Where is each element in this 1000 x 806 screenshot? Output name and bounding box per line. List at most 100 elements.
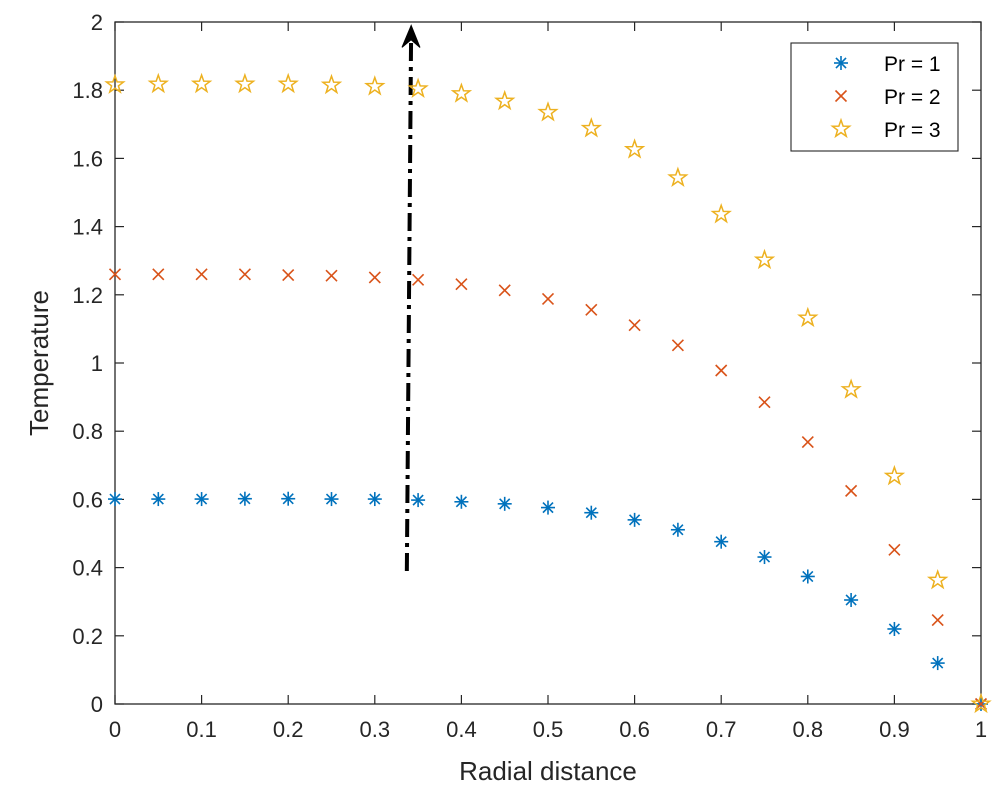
data-point xyxy=(497,496,512,511)
legend-marker xyxy=(830,117,852,139)
data-point xyxy=(104,73,126,94)
data-point xyxy=(368,271,381,284)
y-tick-label: 1.4 xyxy=(72,215,103,240)
data-point xyxy=(930,656,945,671)
data-point xyxy=(844,592,859,607)
x-tick-label: 0 xyxy=(109,717,121,742)
data-point xyxy=(671,339,684,352)
data-point xyxy=(320,73,343,95)
data-point xyxy=(670,522,685,537)
data-point xyxy=(667,166,689,187)
data-point xyxy=(234,72,256,94)
data-point xyxy=(147,72,170,94)
y-tick-label: 0.2 xyxy=(72,624,103,649)
legend-item: Pr = 1 xyxy=(834,53,941,76)
series-2 xyxy=(108,268,988,711)
x-axis-title: Radial distance xyxy=(459,756,637,786)
legend-item: Pr = 2 xyxy=(834,86,941,109)
data-point xyxy=(883,464,906,486)
data-point xyxy=(455,278,468,291)
y-tick-labels: 0 0.2 0.4 0.6 0.8 1 1.2 1.4 1.6 1.8 2 xyxy=(72,10,103,717)
axes xyxy=(114,21,982,705)
legend-marker xyxy=(834,89,848,103)
y-tick-label: 0.4 xyxy=(72,556,103,581)
x-tick-label: 0.5 xyxy=(533,717,564,742)
y-tick-label: 0.6 xyxy=(72,487,103,512)
data-point xyxy=(845,484,858,497)
legend-marker xyxy=(834,56,848,70)
data-point xyxy=(498,284,511,297)
data-point xyxy=(715,364,728,377)
y-tick-label: 1.8 xyxy=(72,78,103,103)
data-point xyxy=(801,436,814,449)
x-tick-label: 0.2 xyxy=(273,717,304,742)
data-point xyxy=(151,492,166,507)
data-point xyxy=(407,77,429,98)
data-point xyxy=(585,303,598,316)
data-point xyxy=(277,72,299,94)
x-tick-label: 0.9 xyxy=(879,717,910,742)
data-point xyxy=(108,492,122,507)
data-point xyxy=(282,268,295,282)
legend-label: Pr = 3 xyxy=(884,119,941,142)
data-point xyxy=(628,319,641,332)
data-series xyxy=(104,72,992,714)
data-point xyxy=(450,82,473,103)
data-point xyxy=(108,268,122,281)
y-tick-label: 0 xyxy=(91,692,103,717)
legend-label: Pr = 1 xyxy=(884,53,941,76)
data-point xyxy=(840,378,862,399)
data-point xyxy=(238,268,251,281)
x-tick-label: 0.3 xyxy=(360,717,391,742)
data-point xyxy=(493,89,516,111)
series-1 xyxy=(108,491,988,711)
y-axis-title: Temperature xyxy=(24,290,54,436)
data-point xyxy=(367,492,382,507)
data-point xyxy=(757,550,772,565)
data-point xyxy=(364,75,386,96)
x-tick-label: 0.8 xyxy=(793,717,824,742)
x-tick-label: 0.7 xyxy=(706,717,737,742)
data-point xyxy=(412,273,425,286)
legend-item: Pr = 3 xyxy=(830,117,941,142)
data-point xyxy=(325,269,338,282)
y-tick-label: 1 xyxy=(91,351,103,376)
data-point xyxy=(931,614,944,627)
y-tick-label: 2 xyxy=(91,10,103,35)
data-point xyxy=(190,72,213,94)
arrow-shaft xyxy=(404,39,414,572)
data-point xyxy=(237,491,252,506)
y-tick-label: 0.8 xyxy=(72,419,103,444)
data-point xyxy=(194,492,209,507)
legend-label: Pr = 2 xyxy=(884,86,941,109)
legend-box xyxy=(790,42,959,152)
x-tick-label: 1 xyxy=(975,717,987,742)
data-point xyxy=(324,492,339,507)
x-tick-label: 0.1 xyxy=(186,717,217,742)
legend: Pr = 1 Pr = 2 Pr = 3 xyxy=(790,42,959,152)
data-point xyxy=(970,692,992,714)
x-tick-label: 0.6 xyxy=(619,717,650,742)
data-point xyxy=(797,306,819,328)
data-point xyxy=(627,512,642,527)
y-tick-label: 1.2 xyxy=(72,283,103,308)
series-3 xyxy=(104,72,992,714)
data-point xyxy=(714,534,729,549)
data-point xyxy=(710,203,732,224)
data-point xyxy=(800,569,815,584)
data-point xyxy=(195,268,208,281)
data-point xyxy=(753,248,776,270)
annotation-arrow xyxy=(401,24,421,572)
data-point xyxy=(411,493,426,508)
data-point xyxy=(758,396,771,409)
x-tick-labels: 0 0.1 0.2 0.3 0.4 0.5 0.6 0.7 0.8 0.9 1 xyxy=(109,717,987,742)
y-tick-label: 1.6 xyxy=(72,146,103,171)
data-point xyxy=(541,292,555,305)
arrow-head xyxy=(401,24,421,48)
data-point xyxy=(454,494,469,509)
data-point xyxy=(537,101,559,122)
data-point xyxy=(281,491,296,506)
x-tick-label: 0.4 xyxy=(446,717,477,742)
data-point xyxy=(888,543,901,556)
